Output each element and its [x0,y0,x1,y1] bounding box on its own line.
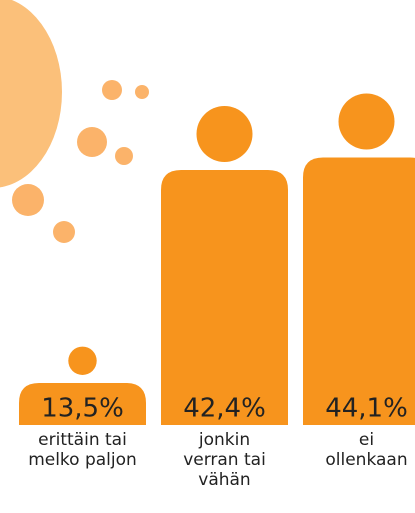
infographic: 13,5% 42,4% 44,1% erittäin tai melko paljo… [0,0,415,513]
head [339,93,395,149]
bubble [77,127,107,157]
category-label: ei ollenkaan [292,430,415,470]
bubble [135,85,149,99]
bubble [53,221,75,243]
bar [161,170,288,425]
bubble [115,147,133,165]
value-label: 13,5% [41,394,124,424]
bubble [12,184,44,216]
value-label: 44,1% [325,394,408,424]
bubble [0,0,62,188]
category-label: erittäin tai melko paljon [8,430,158,470]
decoration [0,0,149,243]
bar [303,157,415,425]
category-label: jonkin verran tai vähän [150,430,300,490]
value-label: 42,4% [183,394,266,424]
head [68,347,96,375]
head [197,106,253,162]
bubble [102,80,122,100]
